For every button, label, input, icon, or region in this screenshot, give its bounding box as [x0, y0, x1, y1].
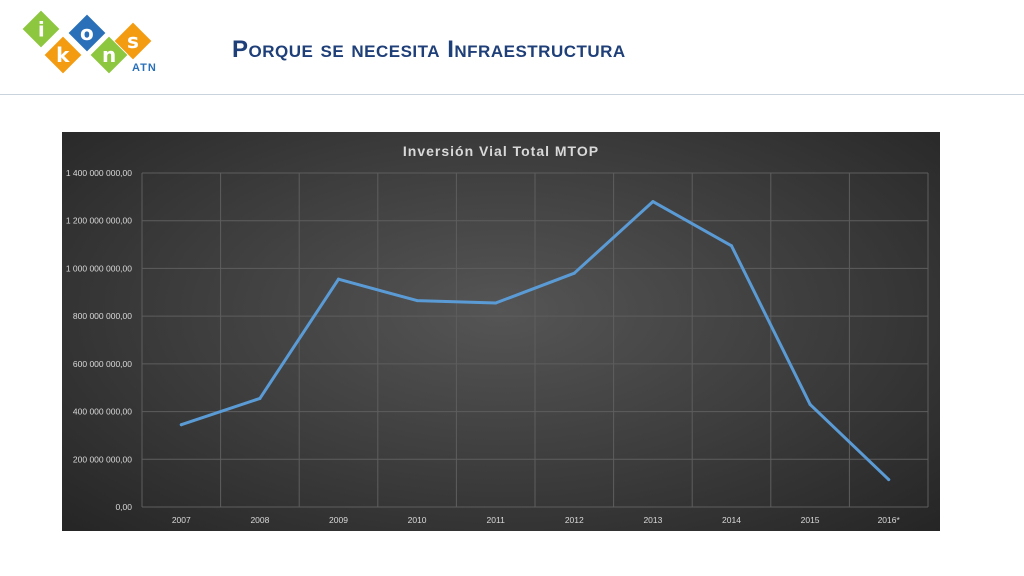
x-tick-label: 2008: [250, 515, 269, 525]
x-tick-label: 2010: [408, 515, 427, 525]
header-divider: [0, 94, 1024, 95]
line-layer: [179, 200, 891, 482]
y-tick-label: 1 200 000 000,00: [66, 216, 132, 226]
data-point: [415, 299, 419, 303]
data-point: [887, 478, 891, 482]
x-tick-label: 2011: [487, 515, 506, 525]
line-chart: Inversión Vial Total MTOP 0,00 200 000 00…: [62, 132, 940, 531]
y-tick-label: 1 000 000 000,00: [66, 263, 132, 273]
tick-layer: 0,00 200 000 000,00 400 000 000,00 600 000 …: [66, 168, 901, 525]
x-tick-label: 2016*: [878, 515, 901, 525]
data-point: [337, 277, 340, 281]
logo-tile-i: i: [22, 10, 60, 48]
data-point: [494, 301, 498, 305]
x-tick-label: 2009: [329, 515, 348, 525]
chart-svg: Inversión Vial Total MTOP 0,00 200 000 00…: [66, 143, 929, 525]
data-point: [730, 244, 733, 248]
y-tick-label: 400 000 000,00: [73, 407, 132, 417]
y-tick-label: 1 400 000 000,00: [66, 168, 132, 178]
x-tick-label: 2013: [643, 515, 662, 525]
ikons-logo: i k o n s ATN: [20, 10, 160, 82]
data-point: [651, 200, 655, 204]
y-tick-label: 200 000 000,00: [73, 454, 132, 464]
data-point: [258, 396, 262, 400]
chart-title: Inversión Vial Total MTOP: [403, 143, 599, 159]
x-tick-label: 2012: [565, 515, 584, 525]
x-tick-label: 2015: [801, 515, 820, 525]
data-point: [572, 271, 576, 275]
data-point: [808, 402, 812, 406]
x-tick-label: 2007: [172, 515, 191, 525]
logo-tile-k: k: [44, 36, 82, 74]
x-tick-label: 2014: [722, 515, 741, 525]
grid-layer: [141, 172, 929, 508]
y-tick-label: 0,00: [115, 502, 132, 512]
y-tick-label: 800 000 000,00: [73, 311, 132, 321]
slide-title: Porque se necesita Infraestructura: [232, 36, 626, 63]
data-point: [179, 423, 183, 427]
y-tick-label: 600 000 000,00: [73, 359, 132, 369]
logo-subtitle: ATN: [132, 62, 157, 74]
series-line: [179, 200, 891, 482]
